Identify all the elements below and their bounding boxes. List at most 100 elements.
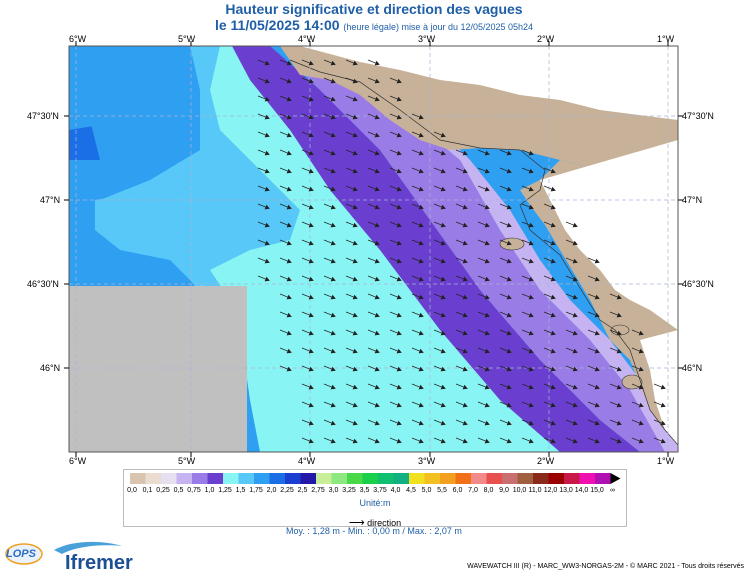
wave-direction-arrowhead xyxy=(506,312,512,318)
wave-direction-arrowhead xyxy=(308,132,314,138)
wave-direction-arrowhead xyxy=(550,168,556,174)
wave-direction-arrowhead xyxy=(506,186,512,192)
wave-direction-arrowhead xyxy=(352,402,358,408)
legend-colorbar xyxy=(130,473,621,484)
wave-direction-arrowhead xyxy=(528,348,534,354)
wave-direction-arrowhead xyxy=(330,60,336,66)
wave-direction-arrowhead xyxy=(462,330,468,336)
wave-direction-arrowhead xyxy=(308,402,314,408)
wave-direction-arrowhead xyxy=(374,114,380,120)
lops-logo xyxy=(5,543,43,565)
wave-direction-arrowhead xyxy=(616,438,622,444)
wave-direction-arrowhead xyxy=(550,186,556,192)
wave-direction-arrowhead xyxy=(418,348,424,354)
wave-direction-arrowhead xyxy=(484,366,490,372)
legend-tick-label: 5,0 xyxy=(421,487,432,494)
wave-direction-arrowhead xyxy=(550,312,556,318)
wave-direction-arrowhead xyxy=(374,420,380,426)
wave-direction-arrowhead xyxy=(462,366,468,372)
color-legend: 0,0 0,1 0,25 0,5 0,75 1,0 1,25 1,5 1,75 2,0 2,25 2,… xyxy=(123,469,627,529)
legend-swatch xyxy=(176,473,192,484)
legend-tick-label: 2,25 xyxy=(280,487,294,494)
lon-label-top: 2°W xyxy=(537,34,555,44)
wave-direction-arrowhead xyxy=(418,294,424,300)
map-subtitle: le 11/05/2025 14:00 (heure légale) mise … xyxy=(0,17,748,33)
wave-direction-arrowhead xyxy=(286,150,292,156)
legend-swatch xyxy=(409,473,425,484)
wave-direction-arrowhead xyxy=(264,60,270,66)
lon-label-top: 6°W xyxy=(69,34,87,44)
wave-direction-arrowhead xyxy=(594,366,600,372)
wave-direction-arrowhead xyxy=(528,366,534,372)
wave-direction-arrowhead xyxy=(330,204,336,210)
legend-swatch xyxy=(378,473,394,484)
wave-direction-arrowhead xyxy=(308,276,314,282)
wave-direction-arrowhead xyxy=(528,402,534,408)
wave-direction-arrowhead xyxy=(440,348,446,354)
wave-direction-arrowhead xyxy=(550,420,556,426)
wave-direction-arrowhead xyxy=(286,78,292,84)
wave-direction-arrowhead xyxy=(440,402,446,408)
wave-direction-arrowhead xyxy=(308,168,314,174)
statistics: Moy. : 1,28 m - Min. : 0,00 m / Max. : 2… xyxy=(286,526,462,536)
wave-direction-arrowhead xyxy=(440,330,446,336)
wave-direction-arrowhead xyxy=(594,294,600,300)
wave-direction-arrowhead xyxy=(330,258,336,264)
wave-direction-arrowhead xyxy=(330,312,336,318)
wave-direction-arrowhead xyxy=(528,204,534,210)
wave-direction-arrowhead xyxy=(264,258,270,264)
map-title: Hauteur significative et direction des v… xyxy=(225,1,523,17)
wave-direction-arrowhead xyxy=(528,168,534,174)
wave-direction-arrowhead xyxy=(462,240,468,246)
lon-label-bottom: 4°W xyxy=(298,456,316,466)
wave-direction-arrowhead xyxy=(308,186,314,192)
wave-direction-arrowhead xyxy=(418,438,424,444)
wave-direction-arrowhead xyxy=(286,204,292,210)
wave-direction-arrowhead xyxy=(484,294,490,300)
legend-tick-label: 0,75 xyxy=(187,487,201,494)
wave-direction-arrowhead xyxy=(286,330,292,336)
legend-overflow-arrow xyxy=(610,473,621,484)
wave-direction-arrowhead xyxy=(330,168,336,174)
wave-direction-arrowhead xyxy=(638,384,644,390)
wave-direction-arrowhead xyxy=(506,276,512,282)
wave-direction-arrowhead xyxy=(616,420,622,426)
wave-direction-arrowhead xyxy=(418,276,424,282)
lat-label-right: 47°30'N xyxy=(682,111,714,121)
legend-swatch xyxy=(316,473,332,484)
wave-direction-arrowhead xyxy=(440,240,446,246)
legend-tick-label: 3,5 xyxy=(359,487,370,494)
wave-direction-arrowhead xyxy=(374,150,380,156)
wave-direction-arrowhead xyxy=(418,132,424,138)
wave-direction-arrowhead xyxy=(352,366,358,372)
legend-swatch xyxy=(517,473,533,484)
lops-logo-text: LOPS xyxy=(6,548,36,560)
wave-direction-arrowhead xyxy=(374,60,380,66)
wave-direction-arrowhead xyxy=(572,294,578,300)
wave-direction-arrowhead xyxy=(286,114,292,120)
wave-direction-arrowhead xyxy=(660,438,666,444)
legend-swatch xyxy=(130,473,146,484)
wave-direction-arrowhead xyxy=(352,60,358,66)
legend-tick-label: 11,0 xyxy=(528,487,542,494)
wave-direction-arrowhead xyxy=(572,276,578,282)
wave-direction-arrowhead xyxy=(440,294,446,300)
wave-direction-arrowhead xyxy=(264,150,270,156)
wave-direction-arrowhead xyxy=(462,150,468,156)
lat-label-right: 46°30'N xyxy=(682,279,714,289)
wave-direction-arrowhead xyxy=(418,420,424,426)
lon-label-top: 3°W xyxy=(418,34,436,44)
wave-direction-arrowhead xyxy=(330,132,336,138)
wave-direction-arrowhead xyxy=(616,294,622,300)
wave-direction-arrowhead xyxy=(594,420,600,426)
wave-direction-arrowhead xyxy=(286,348,292,354)
wave-direction-arrowhead xyxy=(396,240,402,246)
legend-swatch xyxy=(564,473,580,484)
legend-swatch xyxy=(424,473,440,484)
wave-direction-arrowhead xyxy=(286,132,292,138)
lon-label-bottom: 1°W xyxy=(657,456,675,466)
wave-direction-arrowhead xyxy=(594,330,600,336)
wave-direction-arrowhead xyxy=(506,366,512,372)
wave-direction-arrowhead xyxy=(396,168,402,174)
wave-direction-arrowhead xyxy=(550,276,556,282)
